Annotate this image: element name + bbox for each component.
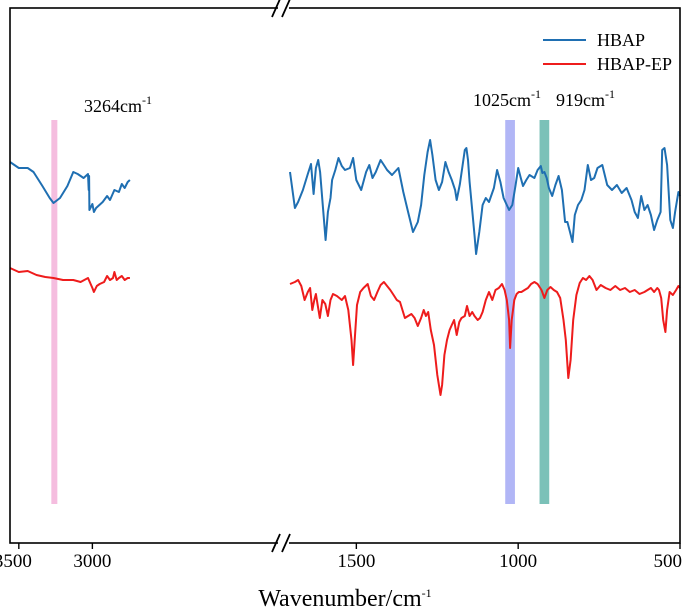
band-919-label: 919cm-1 (556, 87, 615, 110)
x-tick-label: 1500 (337, 551, 375, 572)
band-1025 (505, 120, 515, 504)
axis-break-gap (278, 5, 289, 11)
band-919 (539, 120, 550, 504)
x-tick-label: 500 (654, 551, 683, 572)
axis-break-slash (271, 533, 281, 553)
axis-break-slash (281, 0, 291, 18)
highlight-bands (51, 120, 550, 504)
series-hbap-segment1 (9, 161, 131, 213)
band-3264-label: 3264cm-1 (84, 93, 152, 116)
x-tick-label: 1000 (499, 551, 537, 572)
x-tick-label: 3500 (0, 551, 32, 572)
legend-label-hbap-ep: HBAP-EP (597, 54, 672, 74)
series-hbap-segment2 (289, 139, 681, 255)
band-3264 (51, 120, 58, 504)
x-axis-ticks: 3500 3000 1500 1000 500 (0, 543, 682, 572)
legend-label-hbap: HBAP (597, 30, 645, 50)
x-tick-label: 3000 (73, 551, 111, 572)
band-annotations: 3264cm-1 1025cm-1 919cm-1 (84, 87, 615, 116)
axis-breaks (271, 0, 291, 553)
axis-break-slash (271, 0, 281, 18)
x-axis-label: Wavenumber/cm-1 (258, 586, 431, 612)
axis-break-gap (278, 540, 289, 546)
series-hbap-ep-segment2 (289, 275, 681, 396)
legend: HBAP HBAP-EP (543, 30, 672, 74)
spectra (9, 139, 681, 396)
band-1025-label: 1025cm-1 (473, 87, 541, 110)
plot-frame (9, 7, 681, 544)
axis-break-slash (281, 533, 291, 553)
series-hbap-ep-segment1 (9, 267, 130, 293)
